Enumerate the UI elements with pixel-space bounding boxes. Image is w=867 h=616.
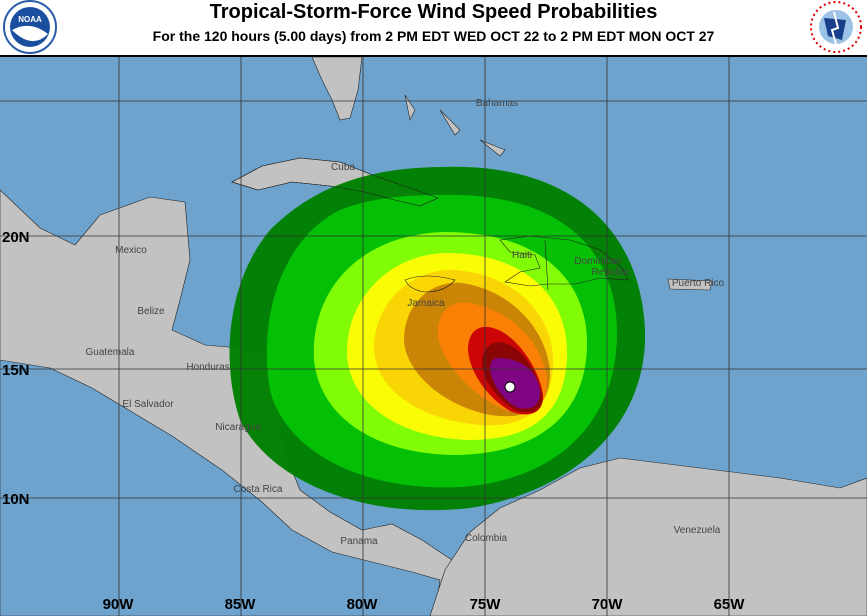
lon-label-90w: 90W [103,596,135,613]
lat-label-20n: 20N [2,229,30,246]
label-belize: Belize [137,306,165,317]
south-america [429,457,867,616]
place-labels: Bahamas Cuba Mexico Belize Guatemala Hon… [86,98,725,547]
label-haiti: Haiti [512,250,532,261]
label-bahamas: Bahamas [476,98,518,109]
storm-center-marker [504,381,516,393]
lon-label-65w: 65W [714,596,746,613]
label-nicaragua: Nicaragua [215,422,261,433]
puerto-rico [667,278,713,291]
label-cuba: Cuba [331,162,355,173]
lat-label-15n: 15N [2,362,30,379]
lat-label-10n: 10N [2,491,30,508]
label-mexico: Mexico [115,245,147,256]
land-outlines-overlay [231,157,629,293]
label-dominican: Dominican [574,256,621,267]
florida [311,57,363,121]
band-90-percent [490,358,540,409]
label-panama: Panama [340,536,378,547]
lon-label-75w: 75W [470,596,502,613]
chart-title: Tropical-Storm-Force Wind Speed Probabil… [209,1,658,23]
label-costa-rica: Costa Rica [234,484,283,495]
label-colombia: Colombia [465,533,508,544]
label-jamaica: Jamaica [407,298,445,309]
svg-text:NOAA: NOAA [18,15,42,24]
lon-label-80w: 80W [347,596,379,613]
label-puerto-rico: Puerto Rico [672,278,725,289]
header: NOAA Tropical-Storm-Force Wind Speed Pro… [0,0,867,57]
nws-logo [810,1,862,53]
label-guatemala: Guatemala [86,347,135,358]
label-republic: Republic [592,267,631,278]
graticule [0,57,867,616]
axis-labels: 90W 85W 80W 75W 70W 65W 20N 15N 10N [2,229,745,613]
lon-label-70w: 70W [592,596,624,613]
noaa-logo: NOAA [3,0,57,54]
label-el-salvador: El Salvador [122,399,174,410]
land [0,57,867,616]
probability-map: Bahamas Cuba Mexico Belize Guatemala Hon… [0,57,867,616]
chart-subtitle: For the 120 hours (5.00 days) from 2 PM … [152,28,715,44]
bahamas [404,94,506,157]
probability-contours [229,166,646,511]
label-venezuela: Venezuela [674,525,721,536]
lon-label-85w: 85W [225,596,257,613]
label-honduras: Honduras [186,362,229,373]
